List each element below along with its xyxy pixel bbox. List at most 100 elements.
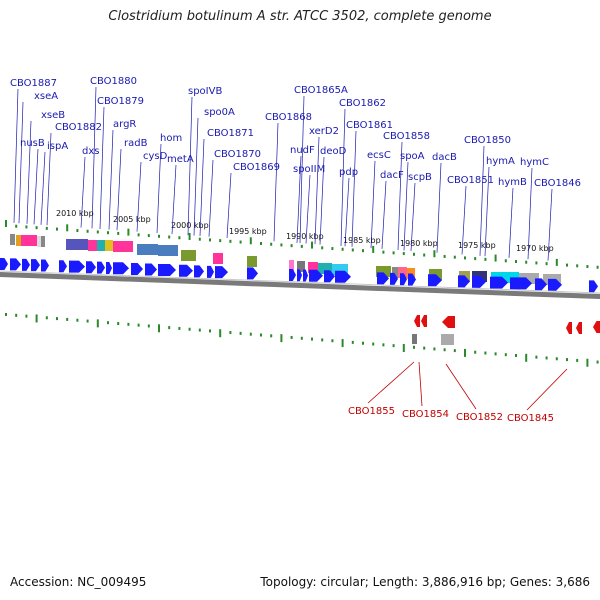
ruler-tick: [362, 341, 364, 345]
ruler-bottom-ticks: [5, 313, 599, 367]
feature-box: [66, 239, 88, 250]
leader-line: [445, 363, 477, 410]
forward-gene-arrows: [0, 258, 598, 293]
ruler-tick: [45, 226, 48, 230]
ruler-tick: [198, 237, 201, 241]
ruler-tick: [45, 316, 48, 320]
leader-line: [26, 120, 32, 224]
forward-gene-arrow: [0, 258, 8, 270]
feature-box: [158, 245, 178, 256]
ruler-tick: [392, 251, 395, 255]
gene-label: CBO1846: [534, 178, 581, 189]
feature-box: [113, 241, 133, 252]
ruler-tick: [76, 229, 79, 233]
ruler-tick: [321, 246, 324, 250]
forward-gene-arrow: [309, 269, 323, 282]
forward-gene-arrow: [303, 269, 308, 282]
forward-gene-arrow: [589, 280, 598, 293]
leader-line: [370, 160, 376, 249]
leader-line: [91, 86, 97, 229]
ruler-tick: [311, 241, 313, 249]
forward-gene-arrow: [194, 265, 204, 278]
scale-label: 1985 kbp: [343, 236, 381, 245]
ruler-tick: [402, 343, 405, 352]
feature-box: [412, 334, 417, 344]
gene-label: CBO1845: [507, 413, 554, 424]
ruler-tick: [127, 322, 130, 326]
leader-line: [547, 188, 553, 261]
leader-line: [187, 96, 193, 236]
ruler-top-ticks: [5, 220, 599, 269]
gene-label: CBO1858: [383, 131, 430, 142]
ruler-tick: [300, 336, 303, 340]
gene-label: ecsC: [367, 150, 391, 161]
leader-line: [526, 368, 568, 411]
ruler-tick: [535, 261, 538, 265]
feature-box: [308, 262, 318, 273]
feature-box: [97, 240, 105, 251]
feature-box: [105, 240, 113, 251]
leader-line: [116, 148, 122, 231]
gene-label: hymA: [486, 156, 515, 167]
ruler-tick: [453, 349, 456, 353]
feature-box: [289, 260, 294, 271]
ruler-tick: [76, 318, 79, 322]
gene-label: hom: [160, 133, 182, 144]
forward-gene-arrow: [10, 258, 21, 271]
scale-label: 1995 kbp: [229, 227, 267, 236]
gene-label: spoIVB: [188, 86, 222, 97]
forward-gene-arrow: [408, 273, 416, 286]
ruler-tick: [331, 247, 334, 251]
feature-box: [376, 266, 391, 277]
leader-line: [381, 180, 387, 249]
gene-label: xerD2: [309, 126, 339, 137]
ruler-tick: [392, 344, 395, 348]
gene-label: scpB: [408, 172, 432, 183]
ruler-tick: [504, 353, 507, 357]
feature-box: [318, 263, 332, 274]
forward-gene-arrow: [22, 258, 30, 271]
ruler-tick: [576, 358, 579, 362]
ruler-tick: [107, 231, 109, 235]
ruler-tick: [96, 319, 99, 328]
reverse-gene-arrow: [421, 315, 427, 327]
ruler-tick: [586, 358, 589, 367]
gene-label: spoIIM: [293, 164, 325, 175]
leader-line: [296, 155, 302, 243]
gene-label: deoD: [320, 146, 347, 157]
forward-gene-arrow: [31, 259, 40, 272]
leader-line: [319, 156, 325, 245]
gene-label: xseA: [34, 91, 58, 102]
leader-line: [479, 145, 485, 256]
gene-label: radB: [124, 138, 148, 149]
ruler-tick: [545, 356, 548, 360]
feature-box: [332, 264, 348, 275]
ruler-tick: [209, 238, 211, 242]
gene-label: CBO1861: [346, 120, 393, 131]
ruler-tick: [280, 243, 283, 247]
forward-gene-arrow: [472, 275, 486, 288]
ruler-tick: [484, 351, 487, 355]
gene-label: dacB: [432, 152, 457, 163]
leader-line: [46, 132, 52, 226]
feature-box: [16, 235, 21, 246]
feature-box: [10, 234, 15, 245]
forward-gene-labels: CBO1887 xseA xseB nusB ispA CBO1882 dxs CBO1880…: [10, 76, 581, 189]
feature-box: [491, 272, 519, 283]
ruler-tick: [555, 258, 558, 266]
ruler-tick: [372, 245, 375, 253]
forward-gene-arrow: [400, 273, 407, 286]
forward-gene-arrow: [113, 262, 129, 275]
gene-label: metA: [167, 154, 194, 165]
gene-label: ispA: [47, 141, 68, 152]
ruler-tick: [137, 233, 140, 237]
gene-label: CBO1865A: [294, 85, 348, 96]
ruler-tick: [351, 340, 354, 344]
gene-label: CBO1880: [90, 76, 137, 87]
leader-line: [208, 159, 214, 237]
forward-gene-arrow: [106, 262, 112, 275]
ruler-tick: [321, 338, 324, 342]
ruler-tick: [382, 343, 385, 347]
ruler-tick: [127, 228, 130, 236]
ruler-tick: [239, 331, 242, 335]
